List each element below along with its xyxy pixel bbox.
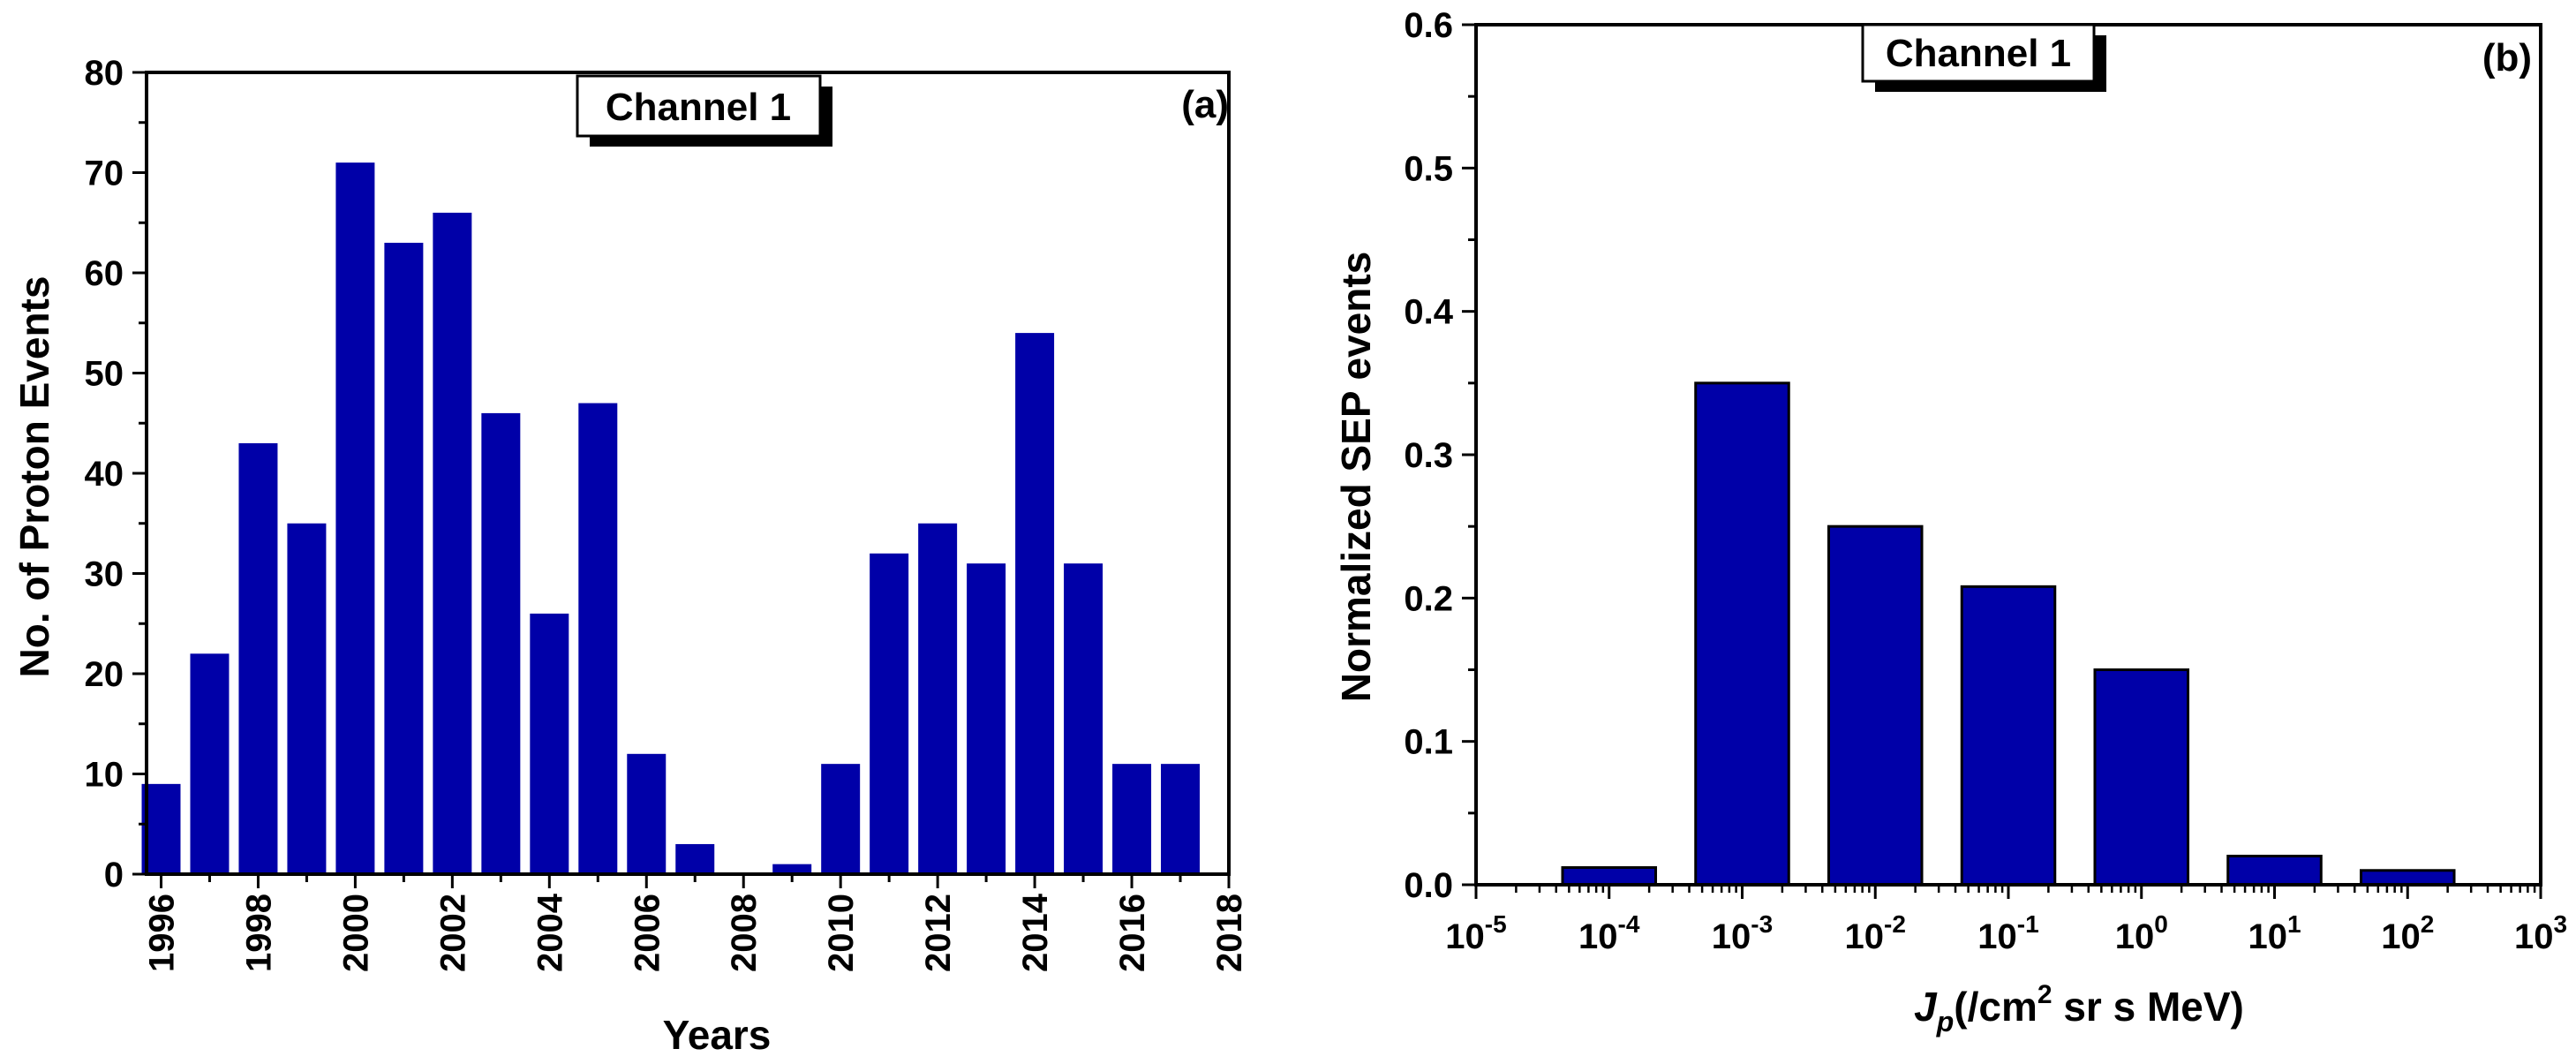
panel-b-y-tick-label: 0.3 <box>1404 436 1453 475</box>
panel-a-bar <box>1064 563 1103 874</box>
panel-a-ticks: 1996 1998 2000 2002 2004 2006 2008 2010 2012 2014… <box>85 54 1250 972</box>
panel-a-bar <box>967 563 1006 874</box>
panel-a-x-tick-label: 2006 <box>628 894 667 972</box>
panel-b-y-tick-label: 0.2 <box>1404 579 1453 618</box>
panel-b-bar <box>1827 524 1924 887</box>
panel-a-bar <box>821 764 861 874</box>
panel-a-legend-box: Channel 1 <box>576 74 832 147</box>
panel-a-bar <box>870 553 909 874</box>
panel-a-x-tick-label: 2010 <box>822 894 861 972</box>
panel-b-bar <box>1960 585 2057 887</box>
panel-b-bar <box>2359 869 2456 887</box>
panel-a-bar <box>918 523 958 874</box>
panel-a-y-tick-label: 80 <box>85 54 124 93</box>
panel-a-plot-frame <box>145 71 1231 876</box>
panel-b-bar <box>1561 866 1658 887</box>
panel-a-bar <box>238 442 278 874</box>
panel-a-bar <box>1015 333 1055 875</box>
panel-a-y-tick-label: 30 <box>85 555 124 594</box>
panel-a-bar <box>1112 764 1152 874</box>
panel-a-x-tick-label: 2016 <box>1113 894 1152 972</box>
panel-a-x-tick-label: 2002 <box>433 894 472 972</box>
panel-b-bars <box>1561 381 2456 887</box>
panel-b-x-tick-label: 10-3 <box>1712 910 1773 956</box>
panel-b-x-tick-label: 101 <box>2248 910 2301 956</box>
panel-a-label: (a) <box>1181 83 1229 126</box>
panel-a-y-axis-label: No. of Proton Events <box>11 276 57 678</box>
panel-a-y-tick-label: 10 <box>85 756 124 795</box>
panel-a-chart: 1996 1998 2000 2002 2004 2006 2008 2010 2012 2014… <box>11 54 1249 1058</box>
panel-b-y-axis-label: Normalized SEP events <box>1333 252 1379 702</box>
panel-a-bar <box>335 162 375 874</box>
panel-a-x-tick-label: 2008 <box>725 894 764 972</box>
panel-b-x-tick-label: 10-2 <box>1845 910 1906 956</box>
panel-a-bar <box>384 242 424 874</box>
panel-b-x-tick-label: 100 <box>2115 910 2168 956</box>
panel-a-bar <box>530 613 569 874</box>
panel-a-bar <box>433 212 472 874</box>
panel-b-y-tick-label: 0.1 <box>1404 723 1453 762</box>
panel-a-bar <box>675 843 715 874</box>
panel-a-y-tick-label: 50 <box>85 355 124 394</box>
panel-b-x-tick-label: 10-4 <box>1578 910 1640 956</box>
panel-b-y-tick-label: 0.0 <box>1404 866 1453 905</box>
panel-a-x-tick-label: 2012 <box>919 894 958 972</box>
panel-b-label: (b) <box>2482 36 2532 79</box>
panel-a-x-tick-label: 2014 <box>1016 893 1055 972</box>
panel-b-x-tick-label: 103 <box>2514 910 2567 956</box>
panel-b-x-tick-label: 10-1 <box>1977 910 2038 956</box>
panel-a-y-tick-label: 20 <box>85 655 124 694</box>
panel-a-bar <box>481 412 521 874</box>
panel-b-legend-box: Channel 1 <box>1861 23 2106 92</box>
panel-a-legend-label: Channel 1 <box>606 86 791 129</box>
panel-a-y-tick-label: 70 <box>85 155 124 193</box>
panel-a-y-tick-label: 0 <box>104 856 124 894</box>
panel-b-legend-label: Channel 1 <box>1886 32 2071 75</box>
panel-b-bar <box>2093 668 2190 887</box>
panel-a-x-tick-label: 2018 <box>1210 894 1249 972</box>
panel-a-bar <box>190 653 230 874</box>
panel-b-chart: 10-5 10-4 10-3 10-2 10-1 100 101 102 103 0.0 0.1 0.… <box>1333 6 2567 1038</box>
panel-a-bar <box>578 403 618 874</box>
panel-a-x-tick-label: 2000 <box>336 894 375 972</box>
panel-b-x-axis-label: Jp(/cm2 sr s MeV) <box>1914 980 2244 1038</box>
panel-b-bar <box>1694 381 1790 887</box>
panel-a-bars <box>141 162 1201 875</box>
panel-b-bar <box>2226 855 2323 887</box>
panel-a-y-tick-label: 60 <box>85 254 124 293</box>
panel-a-y-tick-label: 40 <box>85 455 124 494</box>
panel-a-x-tick-label: 1998 <box>239 894 278 972</box>
panel-a-bar <box>772 864 812 874</box>
panel-b-y-tick-label: 0.4 <box>1404 293 1453 332</box>
panel-b-y-tick-label: 0.6 <box>1404 6 1453 45</box>
panel-b-x-tick-label: 102 <box>2381 910 2434 956</box>
panel-a-x-tick-label: 1996 <box>142 894 181 972</box>
panel-b-x-tick-label: 10-5 <box>1445 910 1506 956</box>
panel-a-x-axis-label: Years <box>663 1012 772 1058</box>
panel-a-x-tick-label: 2004 <box>531 893 569 972</box>
panel-a-bar <box>627 753 667 874</box>
panel-b-y-tick-label: 0.5 <box>1404 149 1453 188</box>
panel-a-bar <box>1161 764 1201 874</box>
panel-a-bar <box>287 523 327 874</box>
